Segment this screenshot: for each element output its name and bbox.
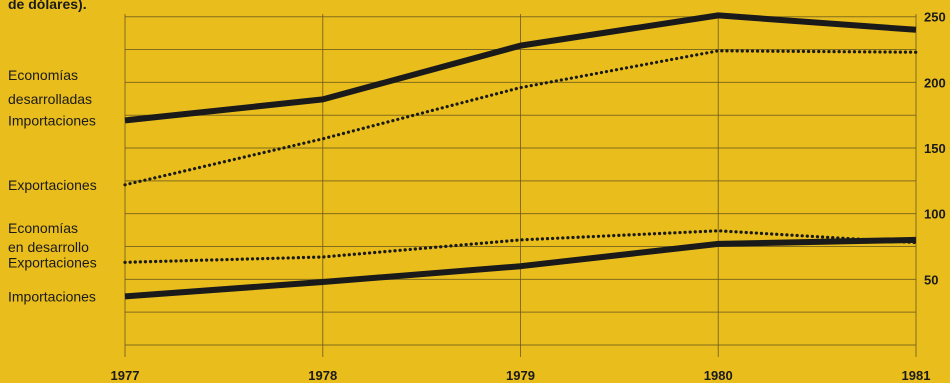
y-tick-label: 150 [924,141,946,156]
group-label-developing-line1: Economías [8,220,78,236]
series-label-3: Importaciones [8,288,96,304]
grid [124,14,917,357]
y-tick-label: 250 [924,10,946,25]
series-line-1 [123,49,918,187]
series-label-0: Importaciones [8,112,96,128]
group-label-developed-line1: Economías [8,67,78,83]
y-tick-label: 50 [924,272,938,287]
series-line-3 [124,236,917,300]
y-tick-label: 100 [924,207,946,222]
series-lines [123,12,918,300]
chart-header-fragment: de dólares). [8,0,87,12]
group-label-developing-line2: en desarrollo [8,239,89,255]
tick-labels: 50 100 150 200 250 1977 1978 1979 1980 1981 [111,10,946,383]
x-tick-label: 1981 [902,368,931,383]
x-tick-label: 1979 [506,368,535,383]
x-tick-label: 1977 [111,368,140,383]
series-label-2: Exportaciones [8,254,97,270]
x-tick-label: 1978 [308,368,337,383]
series-line-2 [123,229,918,264]
x-tick-label: 1980 [704,368,733,383]
series-label-1: Exportaciones [8,177,97,193]
group-label-developed-line2: desarrolladas [8,91,92,107]
y-tick-label: 200 [924,75,946,90]
series-labels: Economías desarrolladas Economías en desarr… [8,67,97,304]
series-line-0 [124,12,917,124]
